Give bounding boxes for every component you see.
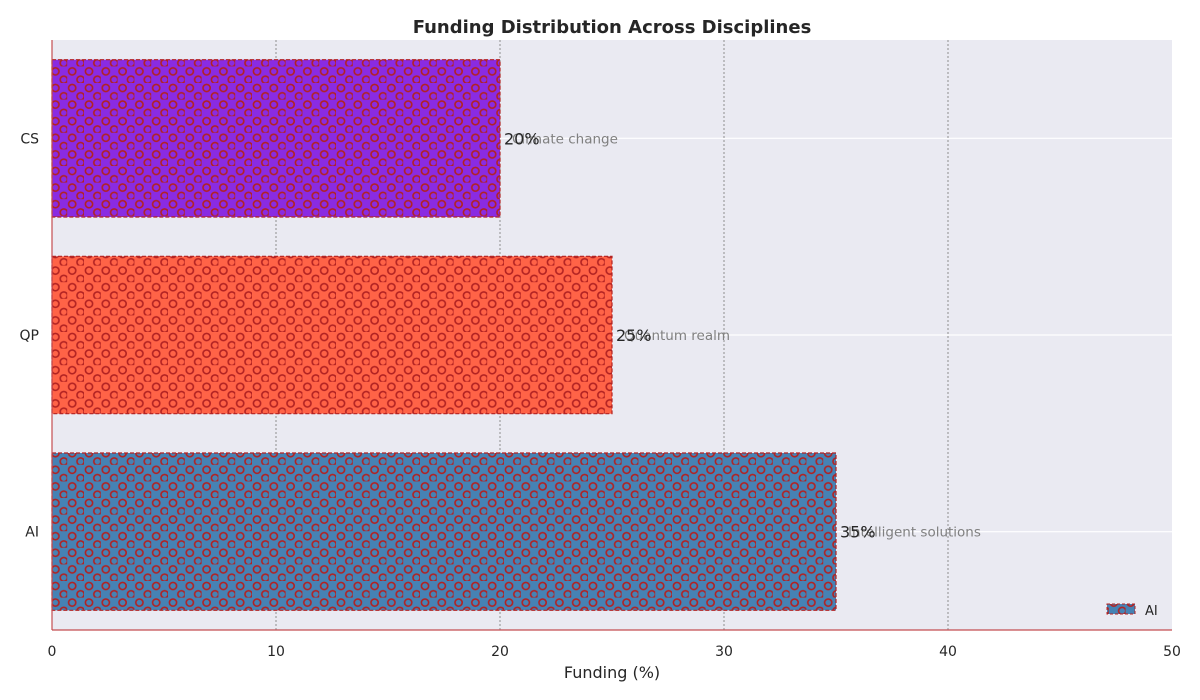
value-label: 35% xyxy=(840,523,876,542)
category-label: CS xyxy=(20,131,39,147)
x-tick-label: 0 xyxy=(48,644,57,660)
value-label: 20% xyxy=(504,129,540,148)
category-label: AI xyxy=(25,525,39,541)
legend-label: AI xyxy=(1145,604,1158,619)
legend-swatch-pattern xyxy=(1107,604,1135,614)
bar-annotation: Climate change xyxy=(512,131,618,147)
bar-pattern xyxy=(51,255,613,415)
x-tick-label: 30 xyxy=(715,644,733,660)
bar-annotation: Quantum realm xyxy=(624,328,730,344)
x-tick-label: 40 xyxy=(939,644,957,660)
bar-pattern xyxy=(51,59,501,218)
legend: AI xyxy=(1106,603,1158,619)
bars xyxy=(51,59,837,611)
category-label: QP xyxy=(20,328,39,344)
x-axis-label: Funding (%) xyxy=(564,663,660,682)
bar-pattern xyxy=(51,452,837,611)
x-tick-label: 10 xyxy=(267,644,285,660)
value-label: 25% xyxy=(616,326,652,345)
x-tick-label: 50 xyxy=(1163,644,1181,660)
chart-title: Funding Distribution Across Disciplines xyxy=(413,17,812,38)
bar-annotation: Intelligent solutions xyxy=(848,525,981,541)
x-tick-label: 20 xyxy=(491,644,509,660)
